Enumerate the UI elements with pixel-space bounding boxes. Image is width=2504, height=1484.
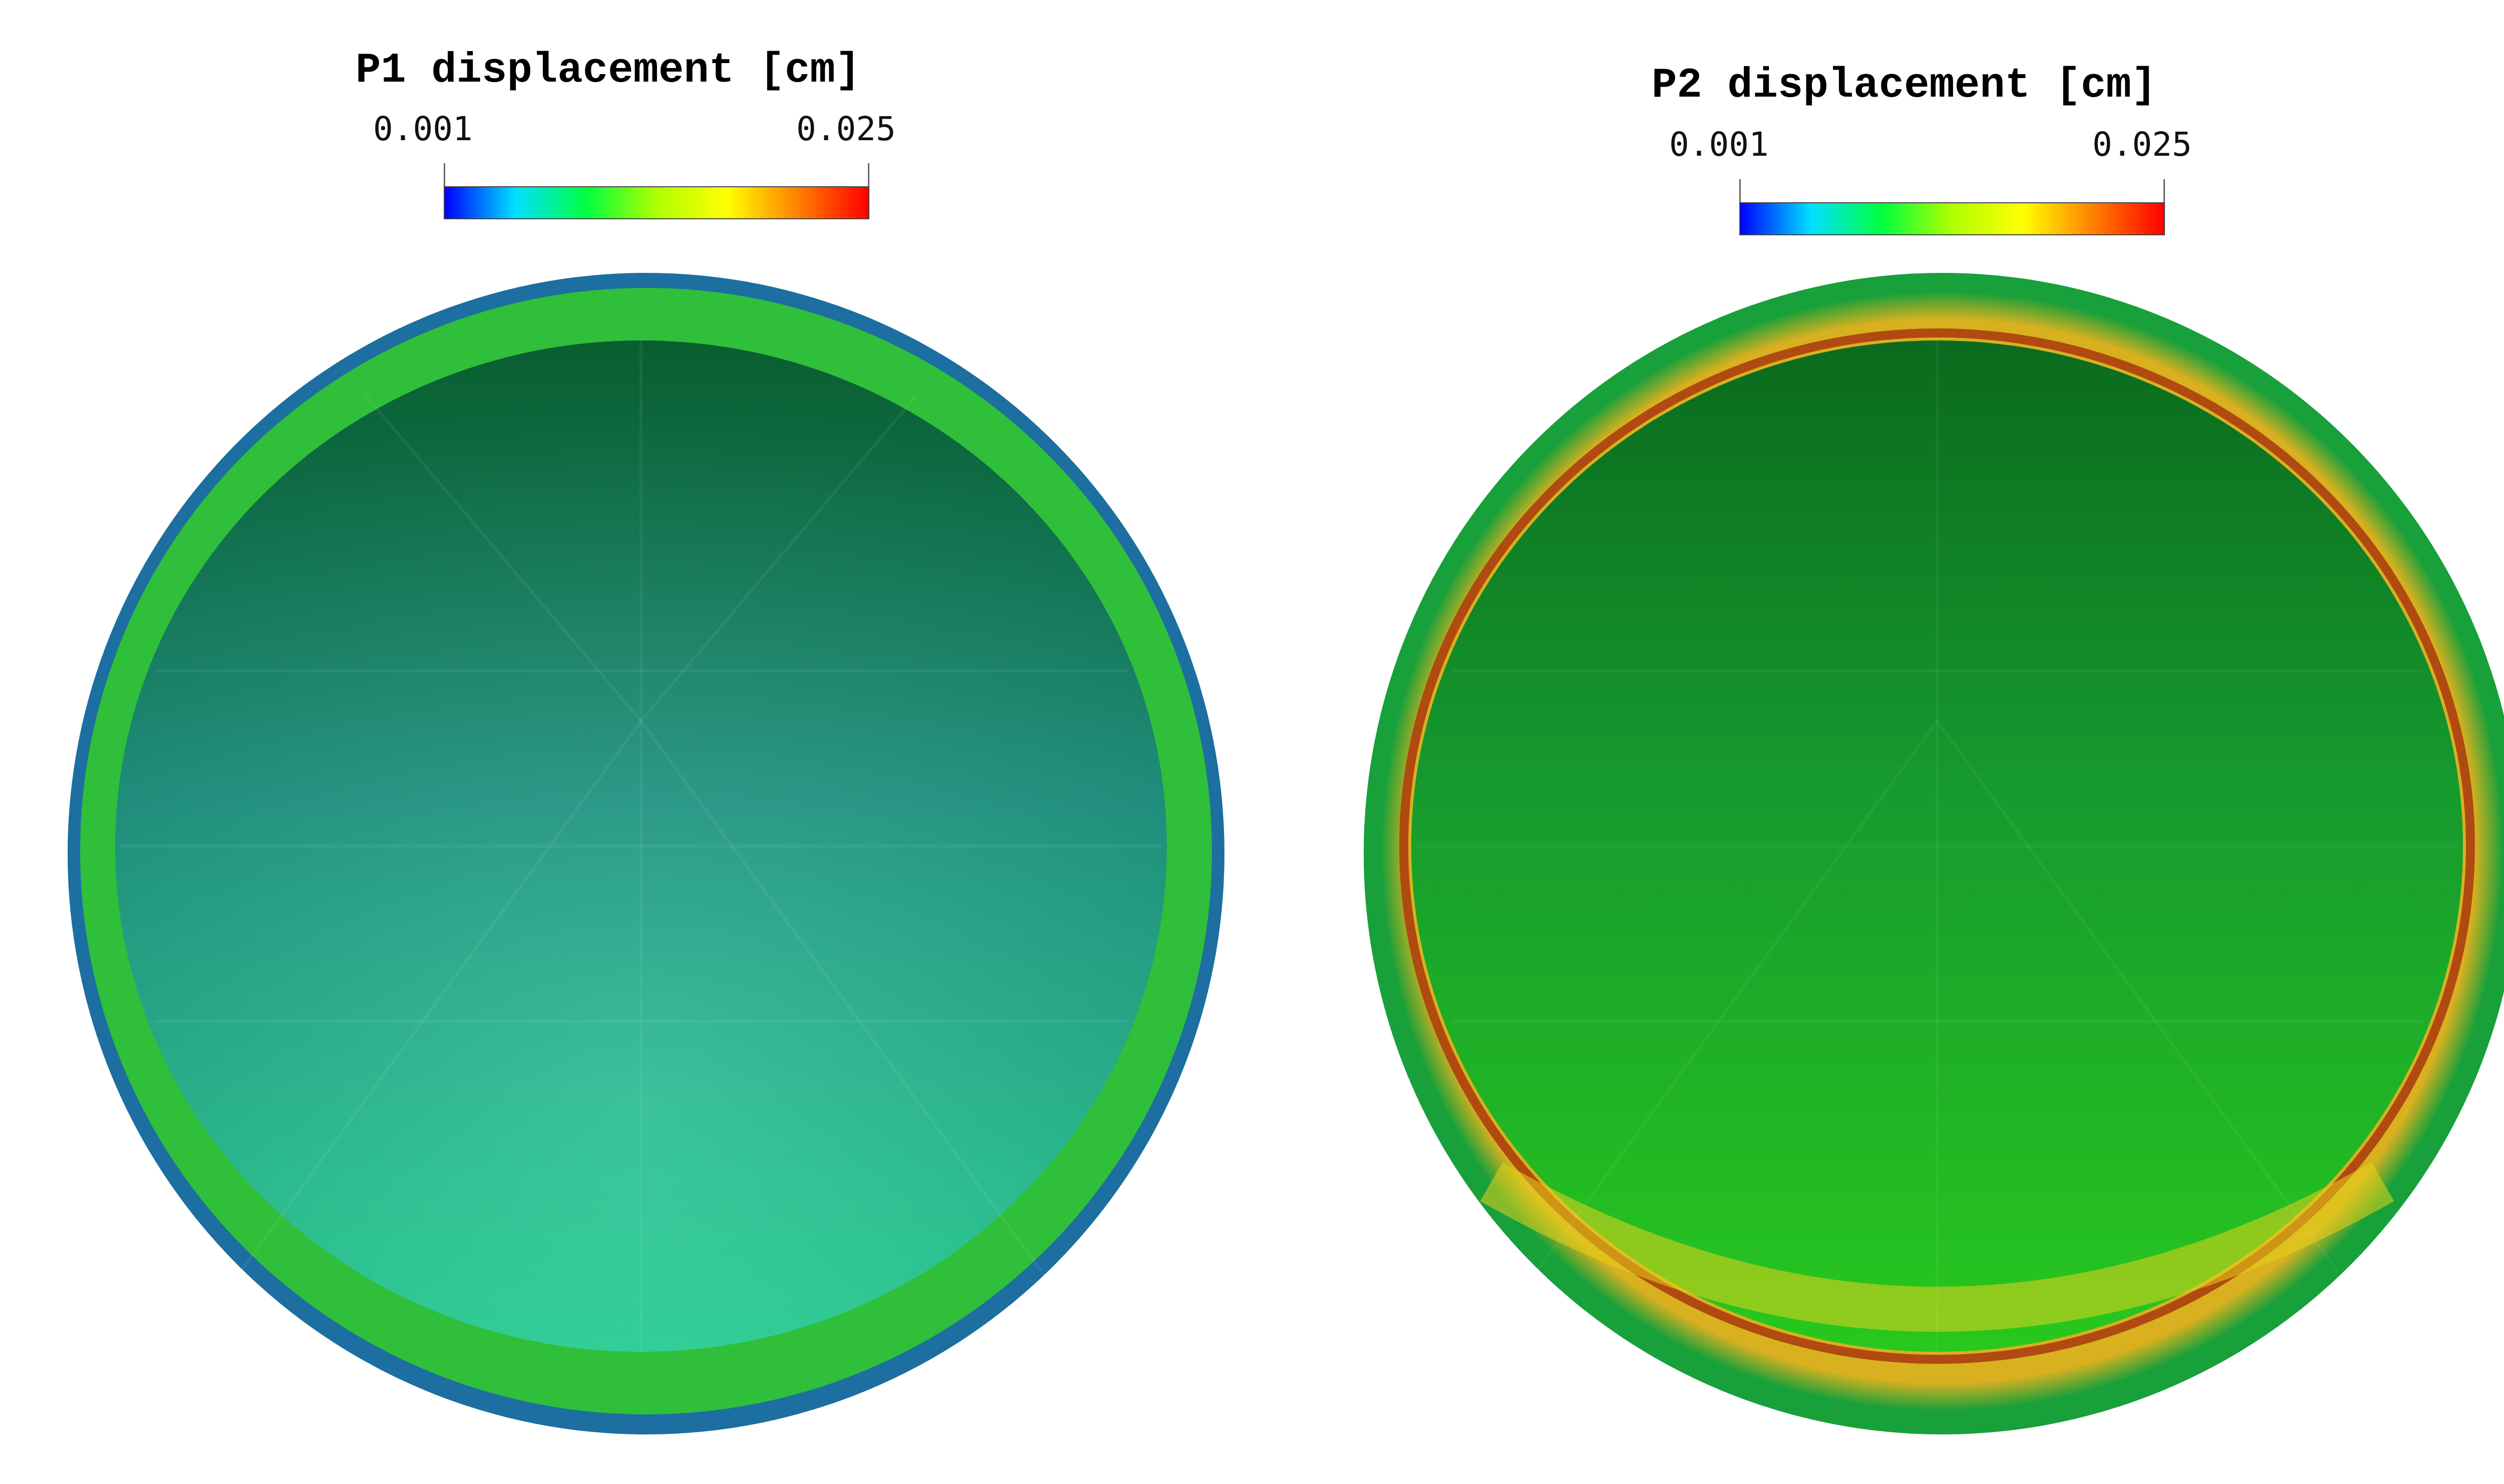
p1-displacement-disk [68,273,1224,1434]
p2-legend-max-label: 0.025 [2092,125,2192,164]
p2-legend-min-label: 0.001 [1669,125,1769,164]
p1-legend-max-label: 0.025 [796,110,896,148]
p1-colorbar [444,186,869,219]
p2-displacement-disk [1364,273,2504,1434]
p2-panel: P2 displacement [cm] 0.001 0.025 [1286,0,2504,1484]
p1-legend-max-tick [868,163,869,187]
p2-mesh-lines [1416,340,2458,1352]
p2-legend-min-tick [1739,179,1741,203]
p2-interior [1411,340,2463,1352]
p1-interior-shading [115,340,1167,1352]
p1-mesh-lines [120,340,1162,1352]
p2-legend-max-tick [2163,179,2165,203]
p2-inner-ring [1399,328,2475,1364]
p1-legend-min-label: 0.001 [373,110,473,148]
p1-legend-title: P1 displacement [cm] [356,47,861,95]
p2-colorbar [1739,202,2165,235]
p2-bottom-hot-band [1480,1162,2394,1332]
p2-legend-title: P2 displacement [cm] [1652,62,2157,110]
p1-panel: P1 displacement [cm] 0.001 0.025 [68,47,1224,1434]
p1-legend-min-tick [444,163,445,187]
